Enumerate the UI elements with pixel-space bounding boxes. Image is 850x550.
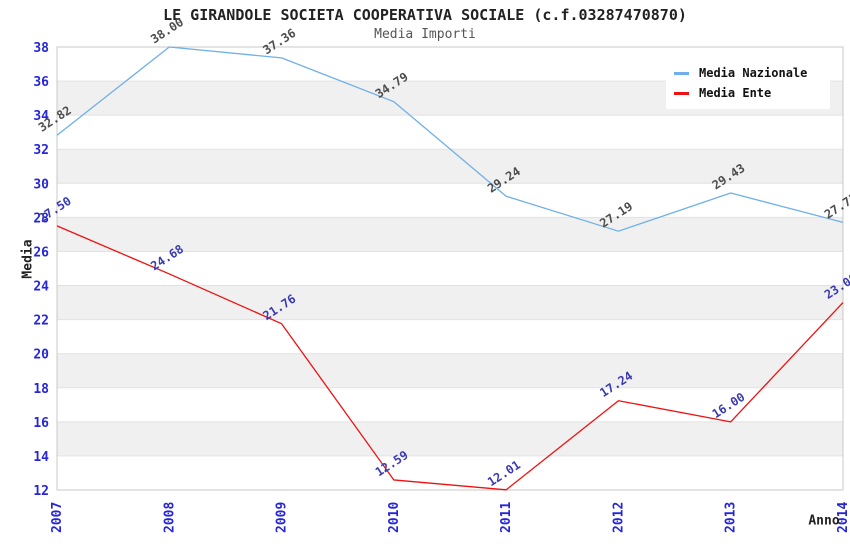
point-value-label: 38.00 bbox=[148, 15, 186, 46]
y-tick-label: 30 bbox=[33, 177, 49, 192]
plot-band bbox=[57, 319, 843, 354]
plot-band bbox=[57, 149, 843, 184]
x-tick-label: 2010 bbox=[387, 502, 402, 533]
x-tick-label: 2008 bbox=[162, 502, 177, 533]
x-tick-label: 2011 bbox=[499, 502, 514, 533]
series-line bbox=[56, 46, 844, 232]
x-tick-label: 2013 bbox=[724, 502, 739, 533]
x-axis-title: Anno bbox=[808, 513, 840, 529]
legend-label-media-nazionale: Media Nazionale bbox=[699, 66, 808, 80]
x-tick-label: 2007 bbox=[50, 502, 65, 533]
y-tick-label: 34 bbox=[33, 109, 49, 124]
x-tick-label: 2014 bbox=[836, 502, 850, 533]
series-line bbox=[56, 225, 844, 491]
y-tick-label: 14 bbox=[33, 450, 49, 465]
plot-band bbox=[57, 217, 843, 252]
plot-band bbox=[57, 387, 843, 422]
y-axis-title: Media bbox=[20, 239, 36, 279]
legend-item-media-ente: Media Ente bbox=[674, 83, 822, 103]
legend-label-media-ente: Media Ente bbox=[699, 86, 772, 100]
y-tick-label: 22 bbox=[33, 314, 49, 329]
legend-line-swatch-red bbox=[674, 91, 689, 95]
y-tick-label: 32 bbox=[33, 143, 49, 158]
y-tick-label: 28 bbox=[33, 211, 49, 226]
legend: Media Nazionale Media Ente bbox=[666, 57, 830, 109]
plot-band bbox=[57, 285, 843, 320]
plot-band bbox=[57, 421, 843, 456]
legend-line-swatch-blue bbox=[674, 71, 689, 75]
x-tick-label: 2009 bbox=[275, 502, 290, 533]
x-axis-tick-labels: 2007 2008 2009 2010 2011 2012 2013 2014 bbox=[50, 502, 850, 533]
y-tick-label: 18 bbox=[33, 382, 49, 397]
chart-subtitle: Media Importi bbox=[374, 27, 476, 42]
y-axis-tick-labels: 12 14 16 18 20 22 24 26 28 30 32 34 36 38 bbox=[33, 41, 49, 499]
y-tick-label: 36 bbox=[33, 75, 49, 90]
x-tick-label: 2012 bbox=[611, 502, 626, 533]
y-tick-label: 26 bbox=[33, 245, 49, 260]
y-tick-label: 38 bbox=[33, 41, 49, 56]
y-tick-label: 24 bbox=[33, 280, 49, 295]
plot-band bbox=[57, 353, 843, 388]
legend-item-media-nazionale: Media Nazionale bbox=[674, 63, 822, 83]
plot-band bbox=[57, 183, 843, 218]
y-tick-label: 12 bbox=[33, 484, 49, 499]
plot-band bbox=[57, 115, 843, 150]
plot-band bbox=[57, 251, 843, 286]
plot-border bbox=[56, 46, 844, 491]
plot-bands bbox=[57, 47, 843, 490]
chart-title: LE GIRANDOLE SOCIETA COOPERATIVA SOCIALE… bbox=[163, 6, 687, 24]
y-tick-label: 20 bbox=[33, 348, 49, 363]
y-tick-label: 16 bbox=[33, 416, 49, 431]
